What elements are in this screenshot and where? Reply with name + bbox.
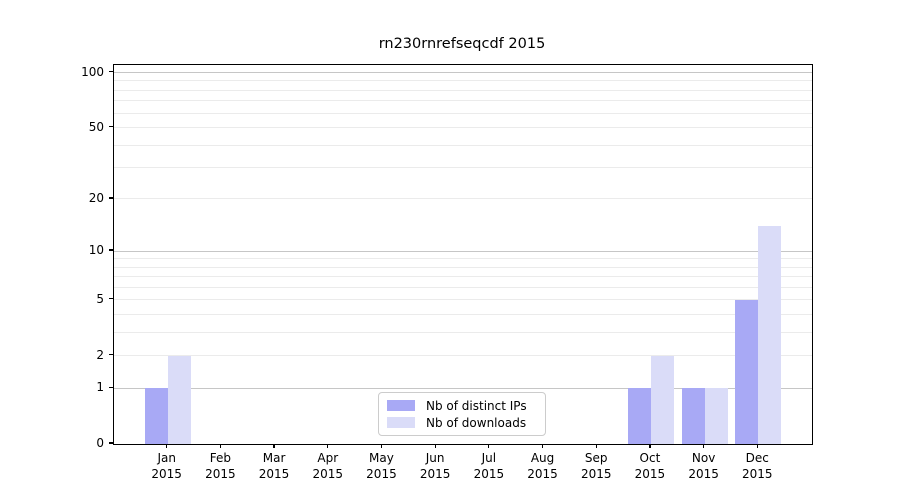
x-tick-label: May 2015 [366, 451, 397, 481]
gridline-major [114, 387, 812, 389]
gridline-minor [114, 89, 812, 91]
x-axis-tick [434, 444, 436, 448]
x-axis-tick [649, 444, 651, 448]
bar-downloads [650, 355, 674, 444]
x-axis-tick [273, 444, 275, 448]
bar-downloads [704, 388, 728, 444]
y-axis-tick [109, 353, 113, 356]
gridline-minor [114, 286, 812, 288]
x-tick-label: Nov 2015 [688, 451, 719, 481]
chart-title: rn230rnrefseqcdf 2015 [378, 36, 546, 52]
y-tick-label: 20 [88, 190, 104, 205]
x-axis-tick [703, 444, 705, 448]
gridline-minor [114, 313, 812, 315]
gridline-minor [114, 80, 812, 82]
x-axis-tick [166, 444, 168, 448]
y-axis-tick [109, 197, 113, 199]
legend-entry-downloads: Nb of downloads [387, 416, 537, 430]
x-tick-label: Oct 2015 [634, 451, 666, 481]
y-tick-label: 0 [96, 436, 104, 450]
gridline-minor [114, 100, 812, 102]
x-tick-label: Jan 2015 [151, 451, 182, 481]
bar-downloads [167, 355, 191, 444]
gridline-minor [114, 299, 812, 301]
bar-distinct-ips [735, 299, 759, 444]
legend-label: Nb of downloads [426, 415, 527, 430]
x-axis-tick [595, 444, 597, 448]
y-axis-tick [109, 386, 113, 388]
x-tick-label: Jun 2015 [419, 451, 451, 481]
y-tick-label: 2 [96, 347, 104, 362]
y-tick-label: 5 [96, 291, 104, 306]
gridline-minor [114, 355, 812, 357]
plot-area [113, 64, 813, 445]
x-tick-label: Mar 2015 [258, 451, 290, 481]
y-tick-label: 1 [96, 380, 104, 395]
y-axis-tick [109, 70, 113, 73]
x-tick-label: Jul 2015 [473, 451, 505, 481]
gridline-major [114, 250, 812, 252]
x-tick-label: Feb 2015 [205, 451, 236, 481]
bar-distinct-ips [144, 388, 168, 444]
legend: Nb of distinct IPs Nb of downloads [378, 392, 546, 436]
x-axis-tick [219, 444, 221, 448]
gridline-minor [114, 112, 812, 114]
y-tick-label: 10 [88, 243, 104, 258]
bar-distinct-ips [627, 388, 651, 444]
gridline-major [114, 72, 812, 74]
y-tick-label: 50 [88, 119, 104, 134]
gridline-minor [114, 331, 812, 333]
x-axis-tick [380, 444, 383, 448]
gridline-minor [114, 266, 812, 268]
legend-swatch-distinct-ips [387, 400, 415, 411]
gridline-minor [114, 127, 812, 129]
legend-entry-distinct-ips: Nb of distinct IPs [387, 399, 537, 413]
x-tick-label: Apr 2015 [312, 451, 344, 481]
y-tick-label: 100 [81, 64, 104, 79]
y-axis-tick [109, 442, 113, 444]
gridline-minor [114, 167, 812, 169]
x-tick-label: Aug 2015 [527, 451, 558, 481]
bar-distinct-ips [681, 388, 705, 444]
bar-downloads [758, 226, 782, 444]
gridline-minor [114, 198, 812, 200]
x-axis-tick [488, 444, 490, 448]
gridline-minor [114, 258, 812, 260]
legend-label: Nb of distinct IPs [426, 398, 527, 413]
y-axis-tick [109, 125, 113, 128]
y-axis-tick [109, 298, 113, 300]
y-axis-tick [109, 249, 113, 251]
x-tick-label: Sep 2015 [580, 451, 612, 481]
x-tick-label: Dec 2015 [742, 451, 773, 481]
gridline-minor [114, 144, 812, 146]
gridline-minor [114, 276, 812, 278]
x-axis-tick [541, 444, 544, 448]
legend-swatch-downloads [387, 417, 415, 428]
x-axis-tick [327, 444, 329, 448]
x-axis-tick [756, 444, 758, 448]
